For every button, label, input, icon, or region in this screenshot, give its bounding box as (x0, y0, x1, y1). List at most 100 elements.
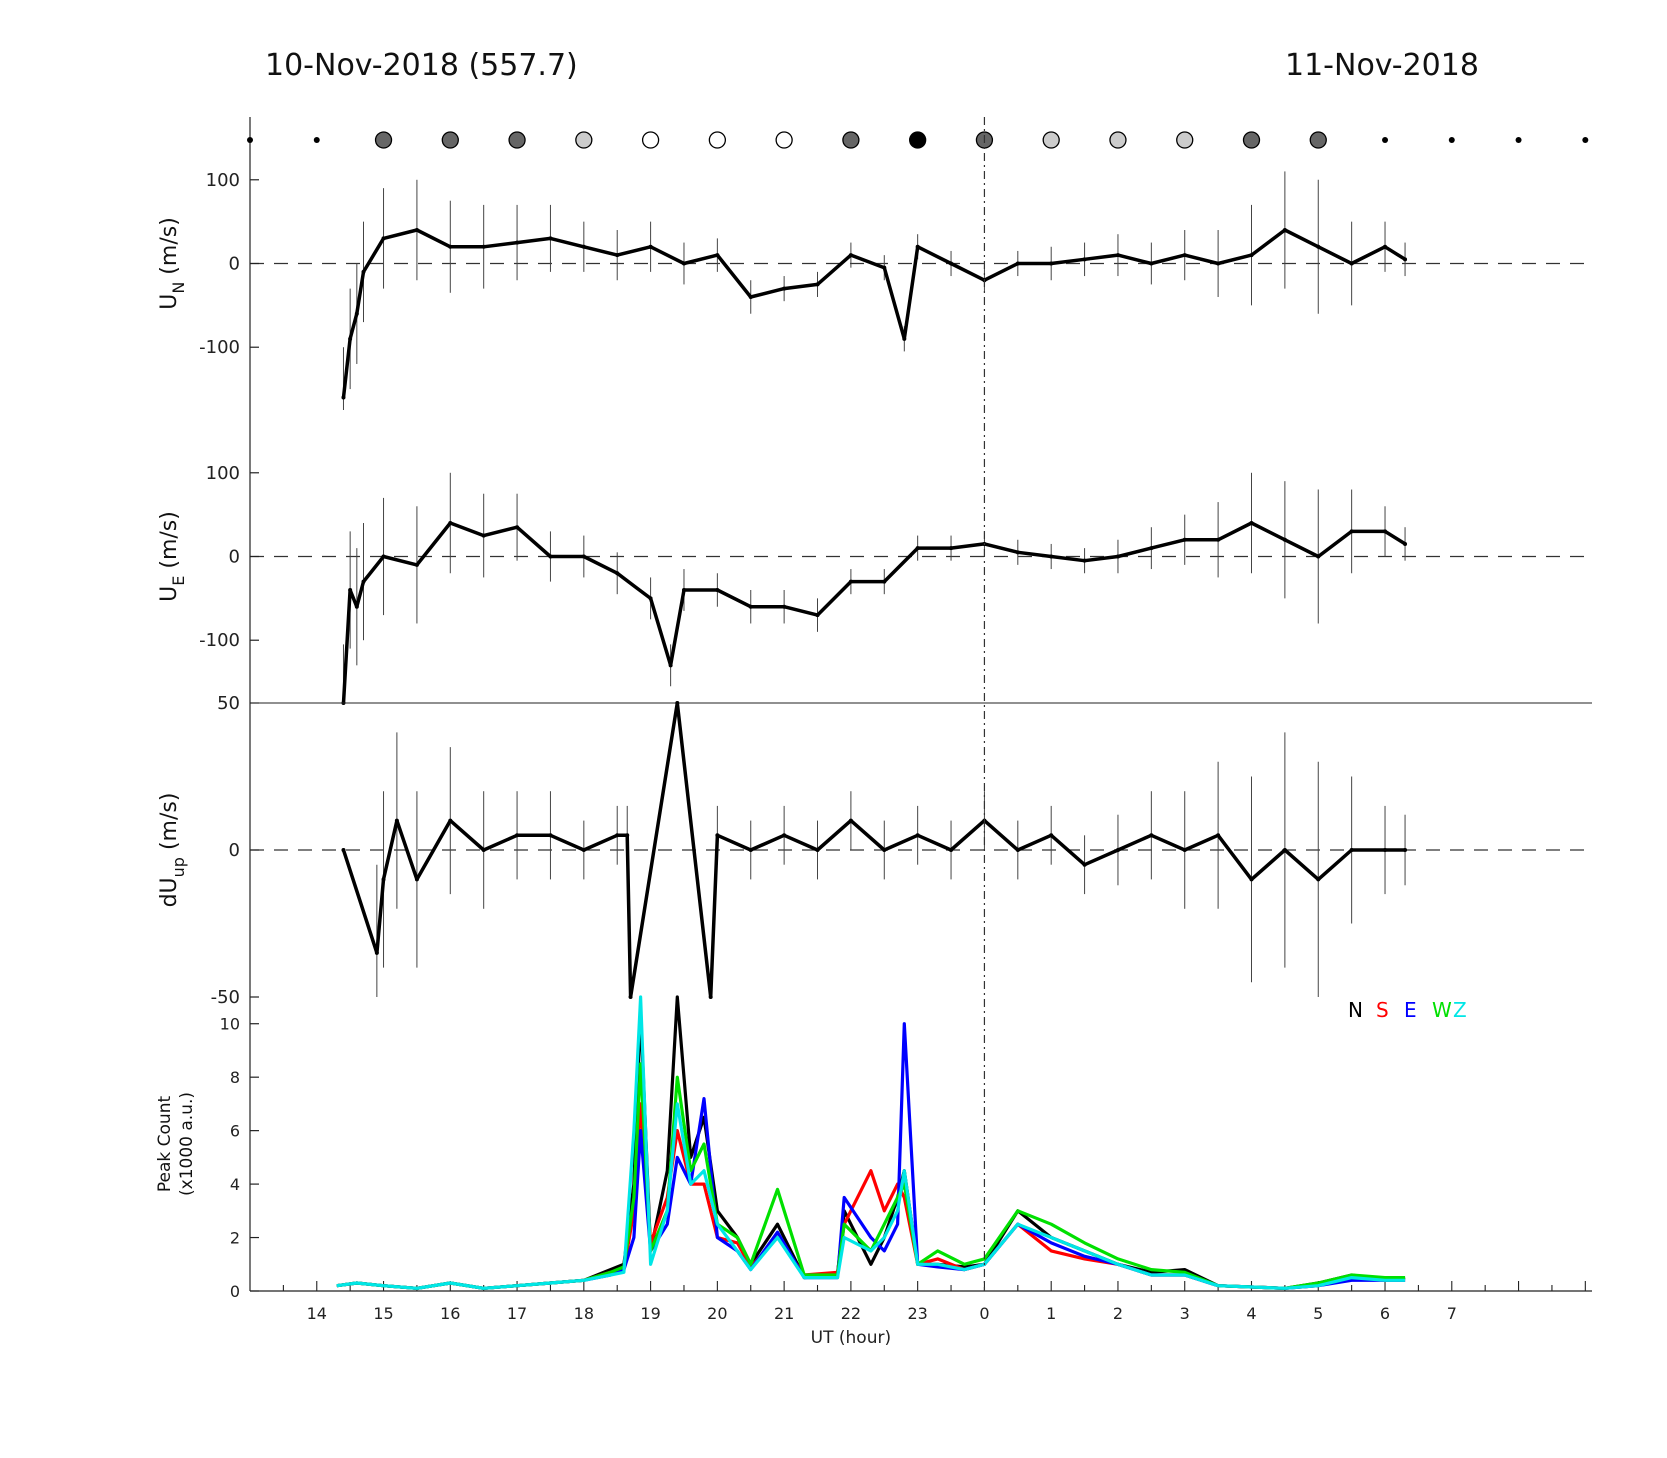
title-right: 11-Nov-2018 (1285, 48, 1479, 83)
wind-point (515, 525, 520, 530)
panel-vertical-wind: 50 0 -50 dUup (m/s) (157, 693, 1592, 1008)
wind-point (715, 587, 720, 592)
wind-point (1249, 521, 1254, 526)
wind-point (782, 286, 787, 291)
wind-point (648, 244, 653, 249)
wind-point (1115, 253, 1120, 258)
wind-point (915, 833, 920, 838)
wind-point (1149, 261, 1154, 266)
wind-point (1282, 537, 1287, 542)
wind-point (341, 395, 346, 400)
wind-point (902, 336, 907, 341)
x-tick-label: 16 (440, 1304, 460, 1323)
x-tick-label: 20 (707, 1304, 727, 1323)
wind-point (414, 228, 419, 233)
wind-point (381, 554, 386, 559)
wind-point (1015, 550, 1020, 555)
wind-point (381, 877, 386, 882)
wind-point (1216, 537, 1221, 542)
wind-point (1282, 228, 1287, 233)
cloud-marker (1109, 131, 1127, 149)
wind-point (628, 995, 633, 999)
x-tick-label: 21 (774, 1304, 794, 1323)
y-tick-label: 100 (206, 170, 240, 191)
wind-point (848, 253, 853, 258)
wind-point (1349, 848, 1354, 852)
x-tick-label: 15 (373, 1304, 393, 1323)
wind-point (348, 336, 353, 341)
cloud-marker (1309, 131, 1327, 149)
cloud-marker-dot (1582, 137, 1589, 143)
wind-point (1049, 554, 1054, 559)
wind-point (481, 848, 486, 852)
y-tick-label: 8 (230, 1068, 240, 1087)
wind-point (1216, 833, 1221, 838)
wind-point (1282, 848, 1287, 852)
wind-point (1149, 833, 1154, 838)
cloud-marker (708, 131, 727, 149)
series-line-Z (336, 995, 1406, 1290)
x-tick-label: 7 (1447, 1304, 1457, 1323)
cloud-marker (508, 131, 526, 149)
wind-point (548, 554, 553, 559)
y-tick-label: 4 (230, 1175, 240, 1194)
wind-point (681, 587, 686, 592)
y-axis-label-unit: (x1000 a.u.) (177, 1092, 197, 1196)
wind-point (1403, 541, 1408, 546)
wind-point (708, 995, 713, 999)
wind-point (615, 571, 620, 576)
cloud-marker-dot (313, 137, 320, 143)
panel-meridional-wind: 100 0 -100 UN (m/s) (157, 117, 1592, 410)
wind-point (1015, 261, 1020, 266)
wind-point (748, 604, 753, 609)
wind-point (1049, 833, 1054, 838)
wind-point (581, 244, 586, 249)
x-axis-label: UT (hour) (811, 1328, 891, 1348)
wind-point (1082, 862, 1087, 867)
x-tick-label: 19 (640, 1304, 660, 1323)
wind-point (581, 554, 586, 559)
x-tick-label: 1 (1046, 1304, 1056, 1323)
wind-point (949, 546, 954, 551)
wind-point (848, 818, 853, 823)
wind-point (548, 236, 553, 241)
y-axis-label: UE (m/s) (157, 511, 188, 602)
wind-point (414, 562, 419, 567)
wind-point (361, 579, 366, 584)
wind-point (615, 253, 620, 258)
series-line-N (336, 995, 1406, 1290)
x-tick-label: 22 (841, 1304, 861, 1323)
x-tick-label: 2 (1113, 1304, 1123, 1323)
wind-point (581, 848, 586, 852)
y-axis-label: UN (m/s) (157, 217, 188, 310)
x-tick-label: 18 (574, 1304, 594, 1323)
wind-point (1403, 848, 1408, 852)
y-tick-label: 0 (229, 254, 240, 275)
wind-point (1082, 257, 1087, 262)
wind-point (1249, 877, 1254, 882)
y-tick-label: 0 (229, 547, 240, 568)
wind-point (548, 833, 553, 838)
legend-entry-Z: Z (1453, 998, 1467, 1022)
wind-point (1316, 877, 1321, 882)
wind-point (448, 521, 453, 526)
wind-point (675, 701, 680, 705)
wind-point (1082, 558, 1087, 563)
y-tick-label: 10 (220, 1015, 240, 1034)
wind-point (715, 833, 720, 838)
cloud-marker (441, 131, 459, 149)
wind-point (882, 848, 887, 852)
wind-point (515, 240, 520, 245)
cloud-marker-dot (247, 137, 253, 143)
wind-point (949, 848, 954, 852)
wind-point (1182, 537, 1187, 542)
wind-point (1383, 244, 1388, 249)
y-tick-label: 6 (230, 1122, 240, 1141)
cloud-marker (575, 131, 593, 149)
wind-point (1015, 848, 1020, 852)
wind-point (381, 236, 386, 241)
wind-point (354, 311, 359, 316)
x-tick-label: 3 (1180, 1304, 1190, 1323)
y-tick-label: 100 (206, 463, 240, 484)
